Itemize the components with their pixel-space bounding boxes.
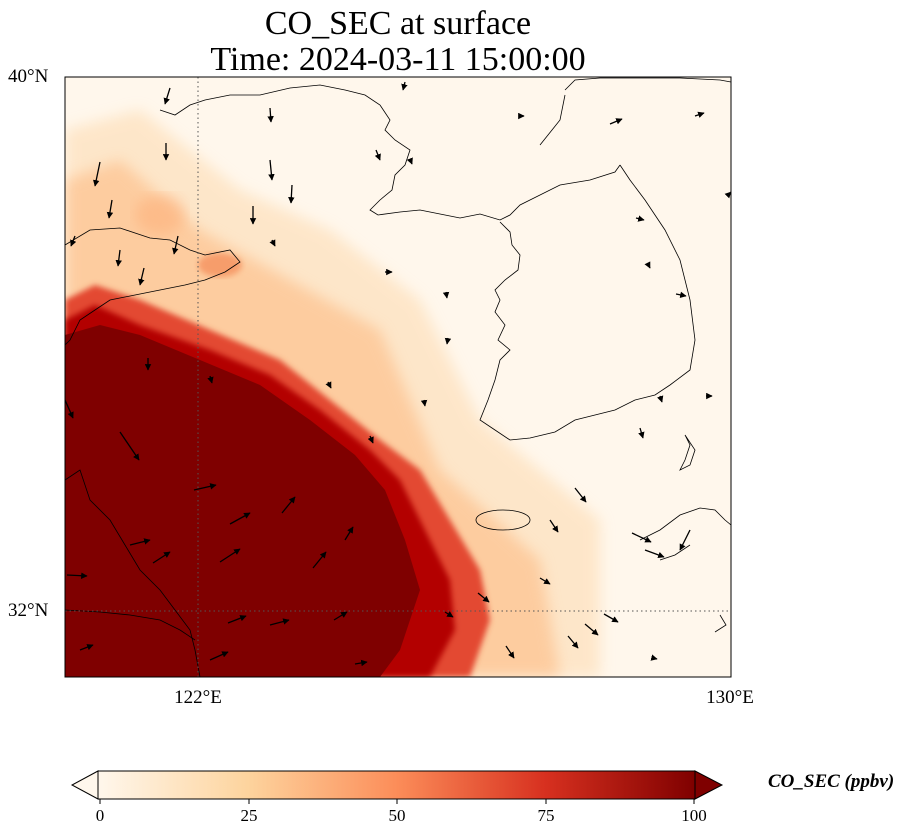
map-frame <box>64 76 732 678</box>
colorbar-tick-0: 0 <box>95 806 105 825</box>
colorbar-tick-75: 75 <box>537 806 555 825</box>
lat-label-40n: 40°N <box>8 66 49 87</box>
gridlines <box>65 77 731 677</box>
lon-label-122e: 122°E <box>174 687 222 708</box>
coastline <box>65 77 731 677</box>
lon-label-130e: 130°E <box>706 687 754 708</box>
colorbar-label: CO_SEC (ppbv) <box>768 771 895 792</box>
concentration-field <box>65 77 731 677</box>
colorbar-tick-50: 50 <box>388 806 406 825</box>
wind-vectors <box>65 81 731 667</box>
colorbar <box>70 770 724 804</box>
lat-label-32n: 32°N <box>8 600 49 621</box>
map-title-line1: CO_SEC at surface <box>264 5 532 42</box>
colorbar-tick-25: 25 <box>240 806 258 825</box>
colorbar-tick-100: 100 <box>681 806 707 825</box>
map-title-line2: Time: 2024-03-11 15:00:00 <box>210 41 586 78</box>
